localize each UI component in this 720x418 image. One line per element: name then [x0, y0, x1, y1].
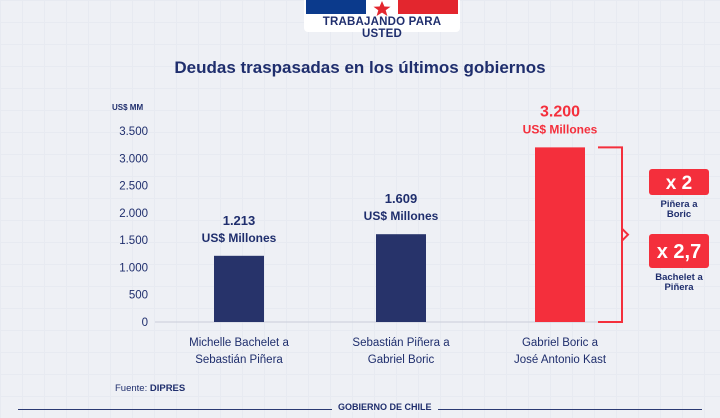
banner-text: TRABAJANDO PARA USTED [322, 16, 442, 40]
bar-value-label: 1.609 [385, 191, 418, 206]
comparison-bracket [598, 146, 623, 323]
bracket-pointer [621, 227, 630, 242]
y-tick-label: 2.000 [119, 208, 148, 220]
y-tick-label: 0 [142, 317, 148, 329]
multiplier-badge [649, 234, 709, 268]
multiplier-caption: Boric [667, 209, 691, 220]
bar-unit-label: US$ Millones [202, 231, 277, 245]
source-note: Fuente: DIPRES [115, 383, 185, 394]
multiplier-badge-text: x 2 [666, 173, 692, 194]
x-category-label: Michelle Bachelet a [189, 337, 289, 349]
bar [376, 234, 426, 322]
y-tick-label: 2.500 [119, 181, 148, 193]
bar-unit-label: US$ Millones [523, 122, 598, 136]
multiplier-badge [649, 169, 709, 195]
bar [214, 255, 264, 322]
y-tick-label: 1.000 [119, 262, 148, 274]
bar [535, 147, 585, 322]
x-category-label: Sebastián Piñera a [352, 337, 450, 349]
chile-flag-icon [306, 0, 458, 16]
bar-value-label: 1.213 [223, 213, 256, 228]
multiplier-caption: Bachelet a [655, 272, 703, 283]
source-name: DIPRES [149, 383, 186, 394]
y-tick-label: 3.000 [119, 153, 148, 165]
source-label: Fuente: [115, 383, 148, 394]
y-tick-label: 500 [129, 290, 148, 302]
x-category-label: José Antonio Kast [514, 354, 607, 366]
x-category-label: Gabriel Boric [368, 354, 435, 366]
multiplier-caption: Piñera [664, 282, 694, 293]
bar-value-label: 3.200 [540, 103, 580, 120]
multiplier-badge-text: x 2,7 [657, 241, 701, 263]
footer-label: GOBIERNO DE CHILE [332, 402, 438, 412]
y-tick-label: 1.500 [119, 235, 148, 247]
y-tick-label: 3.500 [119, 126, 148, 138]
bar-unit-label: US$ Millones [364, 209, 439, 223]
y-axis-label: US$ MM [112, 103, 143, 112]
x-category-label: Sebastián Piñera [195, 354, 283, 366]
header-banner: TRABAJANDO PARA USTED [304, 0, 460, 40]
chart-title: Deudas traspasadas en los últimos gobier… [174, 58, 546, 77]
multiplier-caption: Piñera a [661, 199, 699, 210]
x-category-label: Gabriel Boric a [522, 337, 599, 349]
